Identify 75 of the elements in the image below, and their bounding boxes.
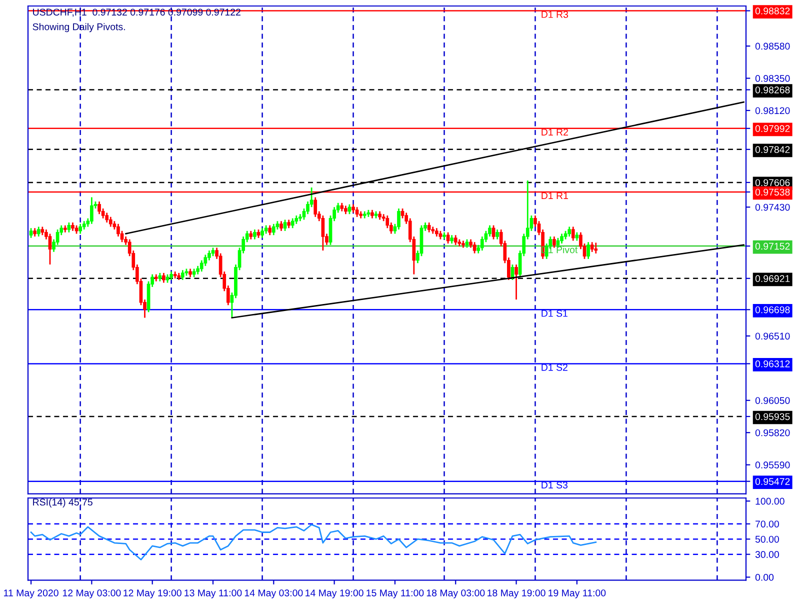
candlestick [283,219,287,232]
y-tick-label: 0.97538 [755,188,790,196]
candlestick [514,264,518,300]
candlestick [108,216,112,228]
y-tick-label: 0.96050 [755,397,790,404]
y-tick-label: 0.97152 [755,242,790,250]
y-tick-label: 0.96698 [755,306,790,314]
candlestick [454,234,458,246]
y-tick-label: 30.00 [755,551,779,558]
ref-line-label: D1 Pivot [542,246,578,254]
y-tick-label: 0.98120 [755,107,790,114]
y-tick-label: 0.96312 [755,360,790,368]
candlestick [560,233,564,244]
candlestick [29,227,33,239]
y-tick-label: 0.95590 [755,462,790,468]
candlestick [268,224,272,236]
y-tick-label: 0.98268 [755,86,790,94]
candlestick [492,224,496,240]
line-series [30,524,597,560]
candlestick [162,272,166,284]
candlestick [594,242,598,254]
x-tick-label: 19 May 11:00 [548,589,606,598]
x-tick-label: 12 May 19:00 [124,589,182,598]
y-tick-label: 0.97842 [755,146,790,154]
x-tick-label: 15 May 11:00 [366,589,424,598]
candlestick [552,236,556,248]
candlestick [98,200,101,215]
candlestick [496,228,499,240]
candlestick [314,196,318,218]
candlestick [67,222,71,234]
x-tick-label: 12 May 03:00 [62,589,121,598]
candlestick [568,226,572,238]
y-tick-label: 0.98832 [755,7,790,14]
candlestick [290,218,294,229]
y-tick-label: 100.00 [756,498,784,505]
candlestick [253,228,256,240]
y-tick-label: 0.95820 [755,429,790,436]
y-tick-label: 0.97992 [755,125,790,132]
ref-line-label: D1 R3 [542,11,568,18]
candlestick [355,206,359,218]
candlestick [48,233,52,266]
x-tick-label: 13 May 11:00 [184,589,242,598]
candlestick [571,226,575,242]
x-tick-label: 14 May 19:00 [306,589,364,598]
candlestick [427,222,431,234]
y-tick-label: 0.00 [755,574,774,581]
x-tick-label: 11 May 2020 [4,589,58,598]
ref-line-label: D1 S2 [542,364,568,371]
candlestick [105,212,109,224]
ref-line-label: D1 R1 [542,192,568,200]
candlestick [586,241,590,260]
y-tick-label: 0.96921 [755,275,790,282]
candlestick [397,208,400,230]
x-tick-label: 18 May 19:00 [488,589,546,598]
x-tick-label: 18 May 03:00 [426,589,485,598]
candlestick [36,226,40,238]
y-tick-label: 70.00 [756,520,779,528]
y-tick-label: 0.95935 [755,413,790,420]
candlestick [590,241,594,253]
candlestick [272,223,276,236]
candlestick [90,196,94,225]
candlestick [472,241,476,254]
candlestick [321,214,325,252]
y-tick-label: 0.98350 [755,75,790,82]
y-tick-label: 0.98580 [755,42,790,50]
chart-title: RSI(14) 45.75 [33,498,92,508]
y-tick-label: 0.97606 [755,179,790,186]
candlestick [180,269,184,281]
y-tick-label: 0.96510 [755,332,790,340]
y-tick-label: 50.00 [755,536,779,543]
x-tick-label: 14 May 03:00 [244,589,303,598]
y-tick-label: 0.97430 [755,204,790,211]
ref-line-label: D1 S1 [542,310,568,317]
candlestick [280,220,283,232]
y-tick-label: 0.95472 [755,478,790,485]
